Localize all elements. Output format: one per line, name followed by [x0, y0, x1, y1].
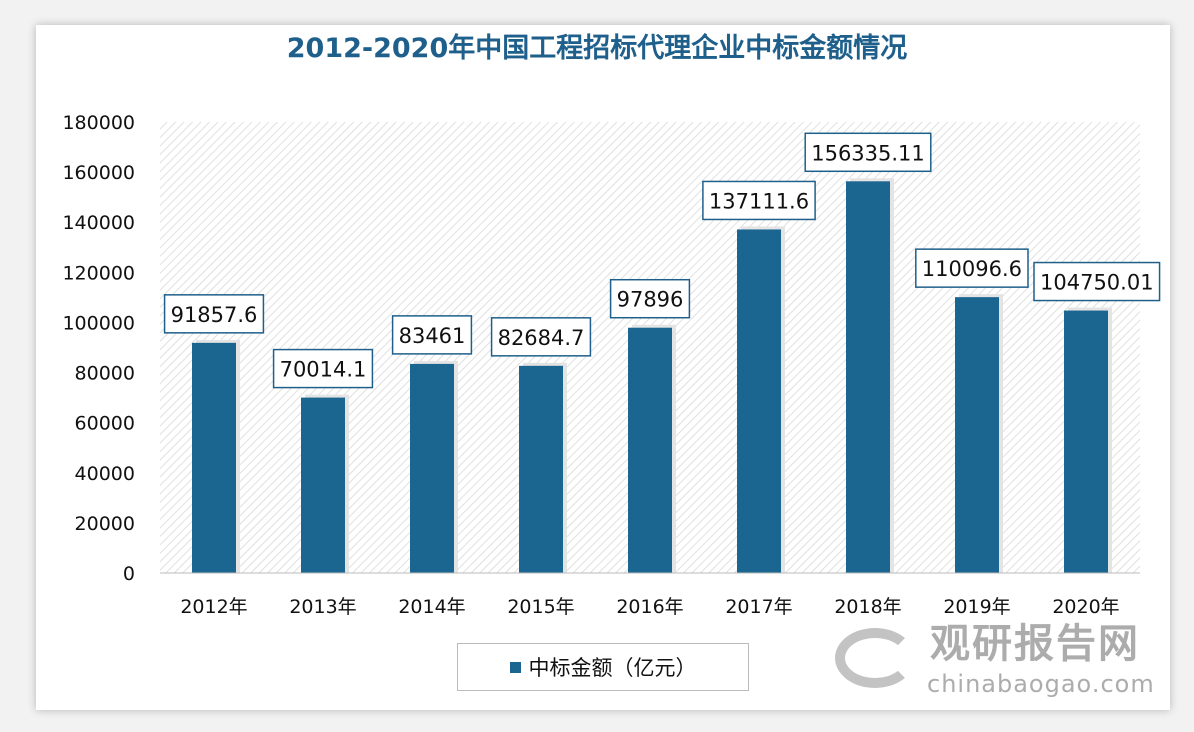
data-label: 82684.7 [498, 326, 585, 350]
data-label-box [272, 348, 374, 389]
bar [955, 297, 999, 573]
watermark-logo-icon [835, 628, 915, 688]
data-label: 83461 [399, 324, 466, 348]
x-tick-label: 2013年 [289, 596, 356, 618]
y-tick-label: 180000 [62, 112, 135, 134]
y-tick-label: 60000 [75, 413, 135, 435]
x-tick-label: 2012年 [180, 596, 247, 618]
watermark-en: chinabaogao.com [927, 670, 1155, 698]
x-tick-label: 2017年 [725, 596, 792, 618]
x-tick-label: 2016年 [616, 596, 683, 618]
y-tick-label: 0 [123, 563, 135, 585]
x-tick-label: 2019年 [943, 596, 1010, 618]
x-tick-label: 2020年 [1052, 596, 1119, 618]
chart-title: 2012-2020年中国工程招标代理企业中标金额情况 [286, 33, 908, 64]
bar [1064, 310, 1108, 573]
bar [192, 342, 236, 573]
data-label-box [702, 180, 816, 221]
bar [737, 229, 781, 573]
y-tick-label: 160000 [62, 162, 135, 184]
data-label: 70014.1 [280, 358, 367, 382]
bar [846, 181, 890, 573]
x-tick-label: 2015年 [507, 596, 574, 618]
data-label: 97896 [617, 288, 684, 312]
data-label: 104750.01 [1040, 271, 1154, 295]
bar [301, 397, 345, 573]
y-tick-label: 120000 [62, 262, 135, 284]
data-label: 91857.6 [171, 303, 258, 327]
x-tick-label: 2018年 [834, 596, 901, 618]
data-label-box [1033, 261, 1161, 302]
legend: 中标金额（亿元） [457, 643, 749, 691]
y-tick-label: 140000 [62, 212, 135, 234]
watermark-cn: 观研报告网 [930, 621, 1140, 667]
y-tick-label: 80000 [75, 363, 135, 385]
bar [519, 365, 563, 573]
data-label-box [609, 278, 691, 319]
legend-label: 中标金额（亿元） [528, 656, 697, 680]
bar [410, 363, 454, 573]
data-label-box [915, 248, 1029, 288]
data-label: 110096.6 [922, 257, 1022, 281]
bar [628, 327, 672, 573]
y-tick-label: 100000 [62, 312, 135, 334]
y-tick-label: 20000 [75, 513, 135, 535]
legend-swatch [509, 661, 521, 673]
x-tick-label: 2014年 [398, 596, 465, 618]
data-label: 137111.6 [709, 189, 809, 213]
data-label-box [804, 132, 932, 173]
data-label-box [163, 294, 265, 334]
data-label-box [391, 315, 473, 355]
data-label: 156335.11 [811, 141, 925, 165]
y-tick-label: 40000 [75, 463, 135, 485]
data-label-box [490, 317, 592, 357]
